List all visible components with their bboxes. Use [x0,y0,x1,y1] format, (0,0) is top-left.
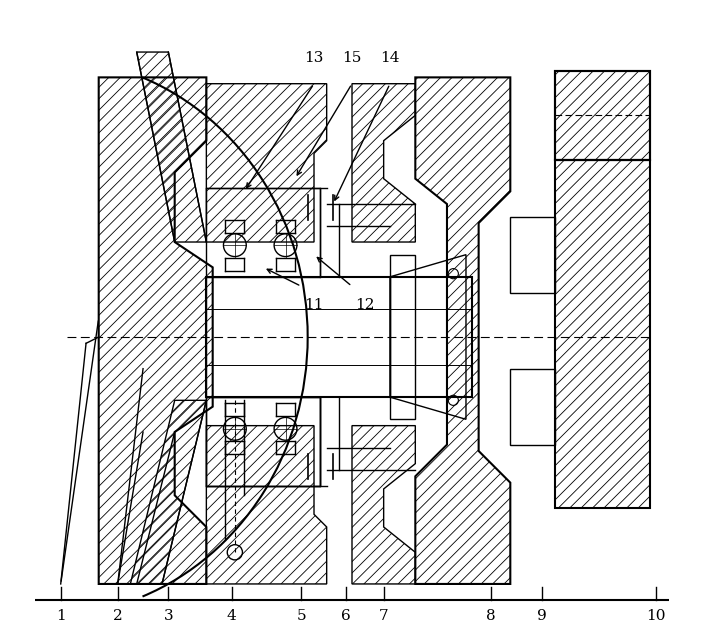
Text: 8: 8 [486,609,496,623]
Text: 7: 7 [379,609,389,623]
Bar [206,277,472,397]
Bar [390,254,415,419]
Bar [206,397,320,486]
Text: 5: 5 [296,609,306,623]
Text: 4: 4 [227,609,237,623]
Text: 3: 3 [163,609,173,623]
Text: 11: 11 [304,298,324,312]
Text: 12: 12 [355,298,375,312]
Bar [206,188,320,277]
Bar [510,217,555,293]
Bar [555,71,650,160]
Text: 2: 2 [113,609,122,623]
Text: 1: 1 [56,609,65,623]
Text: 13: 13 [304,52,324,66]
Bar [206,397,320,486]
Bar [510,369,555,445]
Text: 6: 6 [341,609,351,623]
Text: 9: 9 [537,609,547,623]
Text: 10: 10 [646,609,666,623]
Text: 14: 14 [380,52,400,66]
Text: 15: 15 [342,52,362,66]
